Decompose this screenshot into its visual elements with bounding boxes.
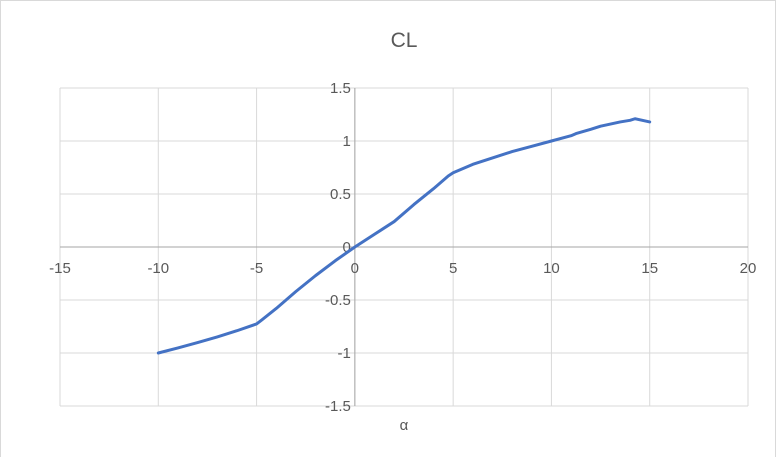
- x-axis-label: α: [400, 417, 409, 434]
- chart-title: CL: [391, 29, 418, 52]
- x-tick-label: -10: [147, 260, 169, 277]
- y-tick-label: -1.5: [325, 398, 351, 415]
- x-tick-label: -15: [49, 260, 71, 277]
- tick-labels: -15 -10 -5 0 5 10 15 20-1.5-1-0.500.511.5: [49, 80, 756, 415]
- series-layer: [156, 117, 652, 355]
- y-tick-label: -1: [338, 345, 351, 362]
- x-tick-label: 15: [641, 260, 658, 277]
- x-tick-label: 0: [351, 260, 359, 277]
- y-tick-label: 1.5: [330, 80, 351, 97]
- y-tick-label: 0.5: [330, 186, 351, 203]
- x-tick-label: 5: [449, 260, 457, 277]
- x-tick-label: 10: [543, 260, 560, 277]
- axes: [60, 88, 748, 406]
- series-line-0: [156, 117, 652, 355]
- y-tick-label: -0.5: [325, 292, 351, 309]
- y-tick-label: 1: [343, 133, 351, 150]
- x-tick-label: 20: [740, 260, 757, 277]
- y-tick-label: 0: [343, 239, 351, 256]
- x-tick-label: -5: [250, 260, 263, 277]
